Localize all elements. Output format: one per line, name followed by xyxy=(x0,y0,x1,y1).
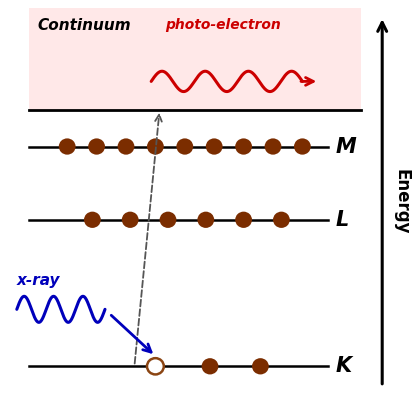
Text: L: L xyxy=(336,210,349,230)
Circle shape xyxy=(206,138,223,155)
Circle shape xyxy=(59,138,76,155)
Circle shape xyxy=(118,138,134,155)
Circle shape xyxy=(88,138,105,155)
Circle shape xyxy=(265,138,281,155)
Circle shape xyxy=(202,358,218,374)
Circle shape xyxy=(197,212,214,228)
Text: M: M xyxy=(336,136,357,157)
Circle shape xyxy=(273,212,290,228)
Text: photo-electron: photo-electron xyxy=(165,18,281,32)
Text: x-ray: x-ray xyxy=(17,274,60,288)
Circle shape xyxy=(84,212,101,228)
Text: Continuum: Continuum xyxy=(38,18,131,33)
Text: K: K xyxy=(336,356,352,376)
Circle shape xyxy=(176,138,193,155)
Circle shape xyxy=(235,138,252,155)
Circle shape xyxy=(147,138,164,155)
Circle shape xyxy=(122,212,139,228)
Circle shape xyxy=(160,212,176,228)
Bar xyxy=(29,8,361,110)
Text: Energy: Energy xyxy=(392,169,410,234)
Circle shape xyxy=(252,358,269,374)
Circle shape xyxy=(147,358,164,374)
Circle shape xyxy=(235,212,252,228)
Circle shape xyxy=(294,138,311,155)
